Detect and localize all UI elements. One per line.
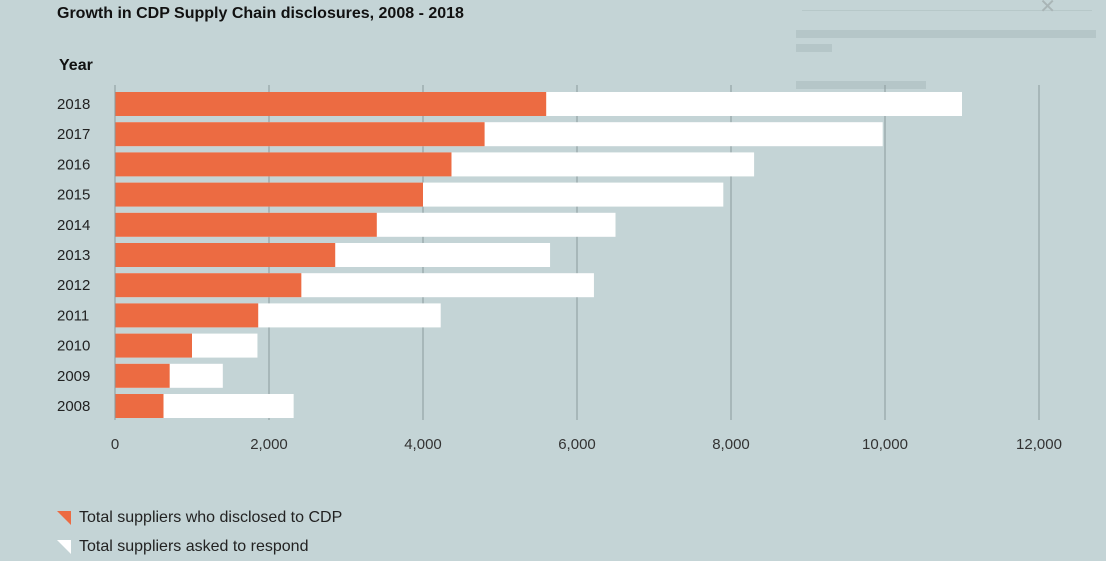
y-category-label: 2008 <box>57 398 90 415</box>
x-tick-label: 0 <box>111 436 119 453</box>
legend-swatch-asked <box>57 539 71 554</box>
bar-disclosed-2008 <box>115 394 164 418</box>
y-axis-label: Year <box>59 57 93 74</box>
legend-label-asked: Total suppliers asked to respond <box>79 537 309 555</box>
y-category-label: 2009 <box>57 368 90 385</box>
y-category-label: 2010 <box>57 338 90 355</box>
y-category-label: 2017 <box>57 126 90 143</box>
bar-disclosed-2016 <box>115 152 452 177</box>
legend-swatch-disclosed <box>57 510 71 525</box>
y-category-label: 2011 <box>57 307 89 324</box>
y-category-label: 2018 <box>57 96 90 113</box>
y-category-label: 2012 <box>57 277 90 294</box>
y-category-label: 2013 <box>57 247 90 264</box>
legend-item-disclosed: Total suppliers who disclosed to CDP <box>57 503 342 532</box>
x-tick-label: 10,000 <box>862 436 908 453</box>
bar-disclosed-2012 <box>115 273 302 298</box>
bar-disclosed-2013 <box>115 243 336 267</box>
y-category-label: 2014 <box>57 217 90 234</box>
y-category-label: 2016 <box>57 156 90 173</box>
legend-item-asked: Total suppliers asked to respond <box>57 532 342 561</box>
chart-title: Growth in CDP Supply Chain disclosures, … <box>57 5 464 22</box>
y-category-label: 2015 <box>57 187 90 204</box>
bar-disclosed-2018 <box>115 92 547 116</box>
x-tick-label: 6,000 <box>558 436 596 453</box>
x-tick-label: 4,000 <box>404 436 442 453</box>
legend-label-disclosed: Total suppliers who disclosed to CDP <box>79 508 343 526</box>
legend: Total suppliers who disclosed to CDP Tot… <box>57 503 342 561</box>
bar-disclosed-2009 <box>115 363 170 388</box>
x-tick-label: 12,000 <box>1016 436 1062 453</box>
bar-disclosed-2014 <box>115 212 377 237</box>
x-tick-label: 8,000 <box>712 436 750 453</box>
bar-disclosed-2010 <box>115 333 192 358</box>
bar-disclosed-2011 <box>115 303 259 328</box>
x-tick-label: 2,000 <box>250 436 288 453</box>
bar-disclosed-2015 <box>115 182 423 207</box>
bar-disclosed-2017 <box>115 122 485 147</box>
